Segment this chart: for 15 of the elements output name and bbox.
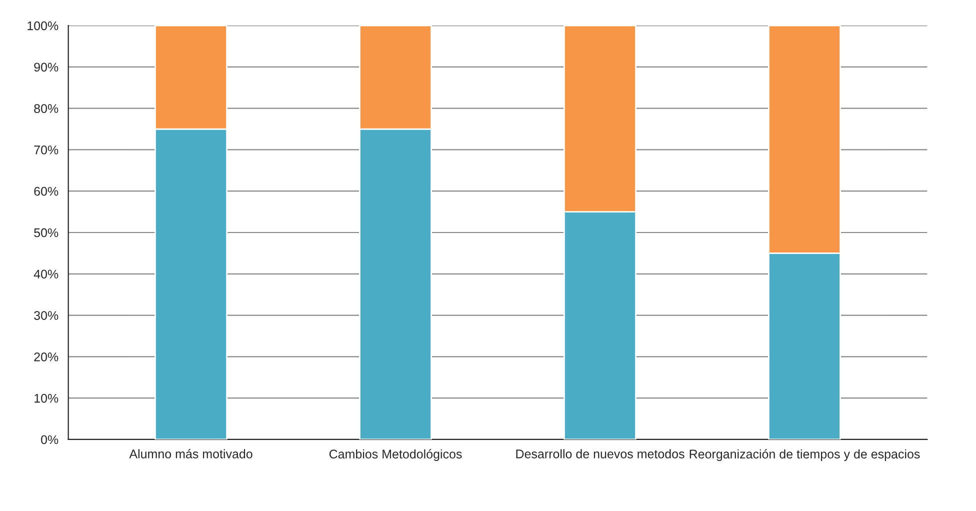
- y-tick-label: 80%: [34, 104, 58, 113]
- y-tick-label: 10%: [34, 394, 58, 403]
- y-tick-label: 40%: [34, 270, 58, 279]
- y-tick-label: 50%: [34, 228, 58, 238]
- x-tick-label: Alumno más motivado: [129, 449, 252, 458]
- x-tick-label: Desarrollo de nuevos metodos: [516, 449, 684, 458]
- y-tick-label: 30%: [34, 311, 58, 320]
- y-tick-label: 60%: [34, 186, 58, 196]
- y-tick-label: 100%: [28, 21, 58, 30]
- y-tick-label: 20%: [34, 352, 58, 362]
- x-tick-label: Cambios Metodológicos: [329, 449, 462, 461]
- y-tick-label: 90%: [34, 62, 58, 72]
- y-tick-label: 70%: [34, 146, 58, 154]
- y-tick-label: 0%: [41, 435, 58, 444]
- x-tick-label: Reorganización de tiempos y de espacios: [690, 449, 920, 461]
